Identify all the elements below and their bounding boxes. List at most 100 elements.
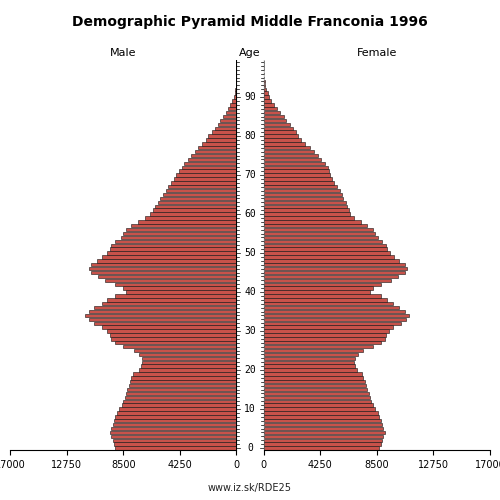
Bar (234, 92, 236, 95)
Bar (131, 224, 236, 228)
Bar (264, 158, 321, 161)
Text: 70: 70 (244, 170, 256, 180)
Bar (264, 294, 381, 298)
Bar (111, 337, 236, 340)
Bar (123, 400, 236, 403)
Bar (264, 92, 268, 95)
Bar (111, 244, 236, 247)
Bar (264, 337, 385, 340)
Bar (264, 189, 340, 192)
Bar (126, 290, 236, 294)
Bar (230, 103, 236, 106)
Bar (264, 208, 349, 212)
Bar (264, 322, 401, 325)
Bar (264, 100, 271, 102)
Bar (264, 115, 283, 118)
Bar (264, 130, 296, 134)
Bar (132, 372, 236, 376)
Bar (127, 388, 236, 391)
Bar (264, 96, 269, 98)
Bar (264, 236, 378, 239)
Bar (94, 306, 236, 310)
Bar (107, 298, 236, 302)
Bar (264, 396, 370, 399)
Bar (264, 298, 388, 302)
Bar (264, 193, 342, 196)
Bar (264, 240, 382, 243)
Bar (264, 438, 382, 442)
Bar (264, 412, 378, 414)
Bar (264, 286, 373, 290)
Bar (264, 431, 385, 434)
Bar (264, 197, 344, 200)
Bar (115, 282, 236, 286)
Bar (264, 181, 334, 184)
Bar (138, 220, 236, 224)
Bar (264, 259, 400, 262)
Bar (102, 256, 236, 258)
Bar (264, 267, 408, 270)
Bar (198, 146, 236, 150)
Bar (264, 256, 394, 258)
Bar (115, 240, 236, 243)
Bar (264, 88, 266, 91)
Bar (115, 294, 236, 298)
Bar (115, 415, 236, 418)
Bar (264, 126, 293, 130)
Bar (112, 438, 236, 442)
Bar (264, 302, 393, 306)
Bar (110, 248, 236, 251)
Bar (264, 146, 310, 150)
Text: www.iz.sk/RDE25: www.iz.sk/RDE25 (208, 482, 292, 492)
Bar (120, 236, 236, 239)
Bar (126, 228, 236, 232)
Bar (264, 220, 361, 224)
Bar (116, 412, 236, 414)
Bar (102, 302, 236, 306)
Bar (191, 154, 236, 157)
Bar (88, 318, 236, 321)
Bar (264, 216, 354, 220)
Bar (264, 232, 376, 235)
Bar (114, 442, 236, 446)
Bar (91, 263, 236, 266)
Bar (264, 119, 286, 122)
Bar (264, 178, 332, 180)
Bar (195, 150, 236, 154)
Title: Female: Female (356, 48, 397, 58)
Bar (166, 189, 236, 192)
Bar (142, 356, 236, 360)
Bar (212, 130, 236, 134)
Bar (264, 150, 314, 154)
Bar (264, 372, 362, 376)
Bar (115, 446, 236, 450)
Bar (264, 419, 381, 422)
Bar (119, 408, 236, 410)
Bar (264, 318, 406, 321)
Bar (218, 122, 236, 126)
Bar (264, 290, 370, 294)
Bar (264, 174, 330, 176)
Bar (264, 271, 405, 274)
Bar (264, 111, 280, 114)
Bar (264, 310, 405, 313)
Bar (176, 174, 236, 176)
Text: 60: 60 (244, 209, 256, 219)
Bar (264, 400, 372, 403)
Bar (264, 166, 328, 169)
Bar (264, 334, 386, 336)
Bar (158, 200, 236, 204)
Bar (111, 427, 236, 430)
Bar (124, 396, 236, 399)
Bar (179, 170, 236, 173)
Bar (264, 368, 357, 372)
Bar (232, 100, 236, 102)
Bar (168, 185, 236, 188)
Bar (152, 208, 236, 212)
Bar (188, 158, 236, 161)
Text: 80: 80 (244, 131, 256, 141)
Bar (264, 170, 329, 173)
Bar (264, 427, 384, 430)
Bar (264, 282, 381, 286)
Bar (107, 330, 236, 332)
